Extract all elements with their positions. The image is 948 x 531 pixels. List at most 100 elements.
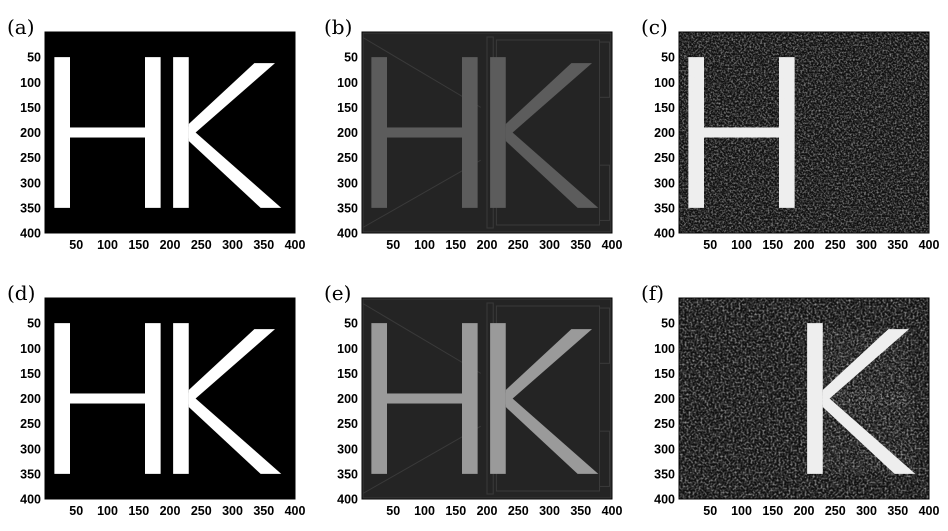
x-tick-label: 100 — [414, 238, 435, 252]
y-tick-label: 250 — [654, 417, 675, 431]
panel-frame — [44, 297, 296, 500]
letter-k-upper-arm — [188, 63, 275, 139]
y-tick-label: 300 — [337, 442, 358, 456]
panel-image — [44, 297, 296, 500]
x-tick-label: 350 — [887, 238, 908, 252]
y-tick-label: 350 — [20, 467, 41, 481]
letter-k-upper-arm — [505, 63, 592, 139]
x-tick-label: 350 — [570, 504, 591, 518]
letter-k-lower-arm — [505, 126, 599, 208]
y-tick-label: 400 — [20, 493, 41, 507]
x-tick-label: 100 — [97, 238, 118, 252]
y-tick-label: 50 — [27, 317, 41, 331]
letter-k-stem — [173, 57, 189, 208]
panel-c: (c) 50 100 150 200 250 300 350 400 50 100 150 200 250… — [641, 15, 939, 252]
x-tick-label: 250 — [508, 504, 529, 518]
panel-label: (a) — [7, 15, 35, 39]
letter-k-lower-arm — [188, 126, 282, 208]
x-tick-label: 250 — [825, 238, 846, 252]
y-tick-label: 300 — [654, 442, 675, 456]
x-tick-label: 250 — [825, 504, 846, 518]
letter-k-stem — [490, 323, 506, 474]
x-tick-label: 350 — [253, 238, 274, 252]
letter-h-left-stroke — [688, 57, 704, 208]
x-tick-label: 200 — [477, 238, 498, 252]
panel-b: (b) 50 100 150 200 250 300 350 400 50 100 150 200 250… — [324, 15, 622, 252]
x-tick-label: 250 — [508, 238, 529, 252]
x-tick-label: 250 — [191, 238, 212, 252]
y-tick-label: 300 — [654, 176, 675, 190]
panel-image — [361, 297, 613, 500]
x-tick-label: 200 — [160, 504, 181, 518]
y-tick-label: 300 — [20, 176, 41, 190]
x-tick-label: 50 — [703, 238, 717, 252]
y-tick-label: 250 — [337, 417, 358, 431]
y-tick-label: 400 — [337, 227, 358, 241]
y-tick-label: 150 — [20, 367, 41, 381]
x-tick-label: 150 — [445, 504, 466, 518]
letter-h-right-stroke — [145, 57, 161, 208]
x-tick-label: 300 — [222, 238, 243, 252]
y-tick-label: 200 — [337, 126, 358, 140]
y-tick-label: 50 — [661, 317, 675, 331]
y-tick-label: 100 — [337, 76, 358, 90]
x-tick-label: 100 — [731, 504, 752, 518]
x-tick-label: 50 — [69, 504, 83, 518]
x-tick-label: 250 — [191, 504, 212, 518]
x-tick-label: 350 — [570, 238, 591, 252]
y-tick-label: 400 — [20, 227, 41, 241]
letter-h-crossbar — [387, 127, 462, 138]
letter-k-upper-arm — [505, 329, 592, 405]
panel-label: (c) — [641, 15, 668, 39]
x-tick-label: 150 — [445, 238, 466, 252]
x-tick-label: 50 — [69, 238, 83, 252]
y-tick-label: 100 — [654, 76, 675, 90]
panel-image — [44, 31, 296, 234]
x-tick-label: 200 — [794, 238, 815, 252]
x-tick-label: 300 — [856, 504, 877, 518]
y-tick-label: 100 — [20, 76, 41, 90]
x-tick-label: 50 — [703, 504, 717, 518]
panel-label: (e) — [324, 281, 351, 305]
y-tick-label: 50 — [27, 51, 41, 65]
y-tick-label: 250 — [20, 151, 41, 165]
letter-h-right-stroke — [462, 57, 478, 208]
panel-a: (a) 50 100 150 200 250 300 350 400 50 100 150 200 250… — [7, 15, 305, 252]
y-tick-label: 250 — [337, 151, 358, 165]
panel-frame — [678, 297, 930, 500]
y-tick-label: 50 — [344, 317, 358, 331]
x-tick-label: 400 — [285, 238, 306, 252]
x-tick-label: 50 — [386, 504, 400, 518]
y-tick-label: 200 — [337, 392, 358, 406]
x-tick-label: 350 — [887, 504, 908, 518]
x-tick-label: 150 — [762, 238, 783, 252]
y-tick-label: 100 — [20, 342, 41, 356]
panel-frame — [44, 31, 296, 234]
panel-label: (f) — [641, 281, 664, 305]
y-tick-label: 400 — [654, 227, 675, 241]
y-tick-label: 250 — [654, 151, 675, 165]
x-tick-label: 150 — [762, 504, 783, 518]
x-tick-label: 200 — [477, 504, 498, 518]
x-tick-label: 400 — [602, 504, 623, 518]
y-tick-label: 100 — [654, 342, 675, 356]
x-tick-label: 150 — [128, 504, 149, 518]
x-tick-label: 400 — [602, 238, 623, 252]
x-tick-label: 50 — [386, 238, 400, 252]
y-tick-label: 400 — [337, 493, 358, 507]
letter-h-left-stroke — [54, 57, 70, 208]
letter-h-right-stroke — [462, 323, 478, 474]
x-tick-label: 400 — [919, 504, 940, 518]
y-tick-label: 100 — [337, 342, 358, 356]
letter-h-left-stroke — [371, 57, 387, 208]
x-tick-label: 350 — [253, 504, 274, 518]
letter-h-left-stroke — [54, 323, 70, 474]
y-tick-label: 200 — [654, 392, 675, 406]
letter-h-left-stroke — [371, 323, 387, 474]
panel-e: (e) 50 100 150 200 250 300 350 400 50 100 150 200 250… — [324, 281, 622, 518]
y-tick-label: 300 — [337, 176, 358, 190]
y-tick-label: 150 — [337, 101, 358, 115]
letter-h-right-stroke — [145, 323, 161, 474]
y-tick-label: 350 — [654, 201, 675, 215]
letter-h-crossbar — [70, 393, 145, 404]
